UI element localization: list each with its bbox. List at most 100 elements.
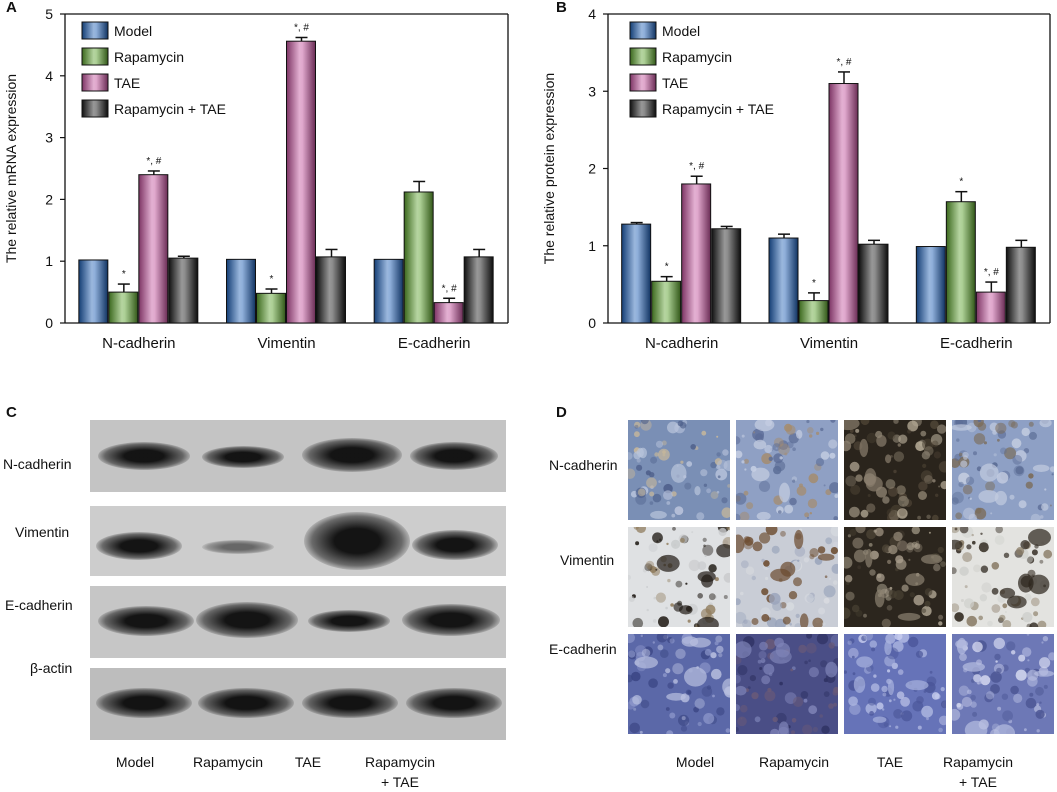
ihc-texture <box>716 452 721 457</box>
x-tick-label: N-cadherin <box>645 335 718 352</box>
ihc-texture <box>966 689 972 695</box>
ihc-texture <box>680 460 684 464</box>
ihc-texture <box>652 532 663 544</box>
ihc-texture <box>898 434 908 444</box>
ihc-texture <box>761 453 773 465</box>
bar <box>373 258 404 324</box>
ihc-texture <box>645 560 655 570</box>
ihc-texture <box>897 540 908 552</box>
ihc-texture <box>853 549 866 563</box>
ihc-texture <box>897 669 904 675</box>
ihc-texture <box>654 452 659 457</box>
ihc-texture <box>888 510 900 520</box>
ihc-texture <box>673 679 678 684</box>
ihc-texture <box>1011 438 1022 449</box>
x-tick-label: Vimentin <box>800 335 858 352</box>
ihc-texture <box>758 480 771 492</box>
ihc-texture <box>1037 620 1047 627</box>
ihc-texture <box>723 572 730 583</box>
ihc-texture <box>870 683 880 692</box>
ihc-texture <box>752 541 763 552</box>
ihc-texture <box>893 531 903 542</box>
ihc-texture <box>876 435 887 447</box>
ihc-texture <box>860 509 869 518</box>
ihc-texture <box>905 573 925 586</box>
ihc-texture <box>771 545 780 554</box>
ihc-texture <box>633 707 637 711</box>
ihc-texture <box>1030 513 1041 520</box>
ihc-texture <box>863 666 872 674</box>
ihc-texture <box>686 461 693 467</box>
ihc-texture <box>737 665 748 676</box>
ihc-texture <box>784 452 788 456</box>
ihc-texture <box>1020 540 1030 550</box>
bar <box>403 191 434 324</box>
ihc-texture <box>666 501 671 505</box>
panel-label-b: B <box>556 0 567 16</box>
blot-lane-label: TAE <box>294 754 322 770</box>
ihc-texture <box>987 620 993 627</box>
ihc-texture <box>959 566 969 576</box>
ihc-texture <box>881 544 891 553</box>
ihc-texture <box>744 468 747 471</box>
ihc-texture <box>885 479 896 489</box>
ihc-texture <box>920 470 933 482</box>
ihc-texture <box>895 725 899 729</box>
y-tick-label: 5 <box>45 6 53 22</box>
ihc-texture <box>1027 659 1030 662</box>
ihc-texture <box>656 634 668 643</box>
ihc-texture <box>792 447 796 451</box>
ihc-texture <box>806 420 810 424</box>
ihc-texture <box>1041 641 1044 644</box>
ihc-texture <box>1032 464 1050 472</box>
ihc-texture <box>736 685 747 696</box>
ihc-texture <box>794 546 806 557</box>
ihc-texture <box>1002 603 1008 609</box>
significance-marker: *, # <box>836 57 851 68</box>
ihc-texture <box>820 660 828 668</box>
ihc-texture <box>702 537 707 542</box>
ihc-texture <box>962 484 973 495</box>
ihc-texture <box>898 492 908 502</box>
ihc-texture <box>958 452 963 457</box>
ihc-texture <box>851 604 860 613</box>
ihc-texture <box>740 717 743 720</box>
ihc-texture <box>736 492 747 505</box>
ihc-texture <box>715 468 728 481</box>
ihc-texture <box>820 427 824 432</box>
ihc-texture <box>718 527 727 537</box>
ihc-texture <box>656 540 659 543</box>
ihc-texture <box>706 488 711 494</box>
ihc-texture <box>924 446 934 456</box>
ihc-texture <box>798 644 807 654</box>
bar <box>433 302 464 324</box>
ihc-texture <box>860 420 870 426</box>
ihc-texture <box>833 580 838 585</box>
blot-band <box>406 688 502 718</box>
ihc-texture <box>745 566 755 575</box>
ihc-texture <box>778 510 782 514</box>
ihc-texture <box>960 460 968 468</box>
ihc-texture <box>628 468 636 479</box>
ihc-texture <box>887 559 892 564</box>
ihc-texture <box>1033 611 1039 617</box>
ihc-texture <box>817 546 826 554</box>
ihc-texture <box>703 544 706 548</box>
ihc-texture <box>850 484 861 495</box>
ihc-texture <box>956 702 961 708</box>
ihc-texture <box>830 420 836 423</box>
ihc-texture <box>973 451 977 456</box>
ihc-texture <box>773 465 782 475</box>
ihc-texture <box>669 638 675 644</box>
ihc-texture <box>753 439 767 450</box>
ihc-texture <box>983 441 987 445</box>
legend-swatch <box>81 99 109 118</box>
ihc-texture <box>741 434 745 438</box>
ihc-texture <box>846 581 850 586</box>
ihc-texture <box>997 706 1002 711</box>
ihc-texture <box>962 552 973 563</box>
ihc-texture <box>652 641 655 644</box>
blot-strip-n-cadherin <box>90 420 506 492</box>
ihc-texture <box>637 488 646 497</box>
ihc-texture <box>808 705 818 715</box>
